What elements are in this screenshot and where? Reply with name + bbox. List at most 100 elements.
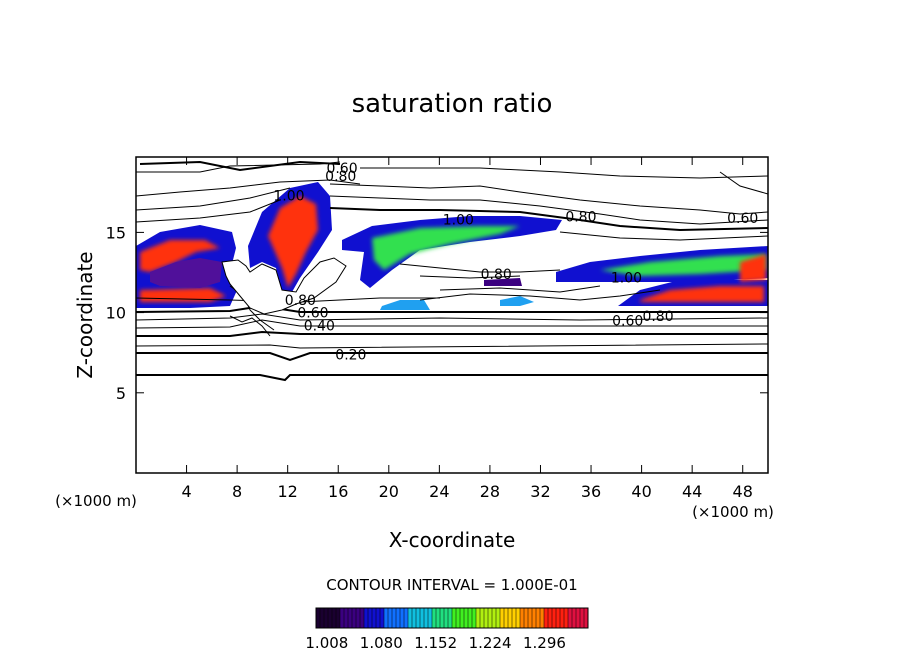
x-tick-label: 20	[379, 482, 399, 501]
colorbar-swatch	[576, 608, 581, 628]
x-tick-label: 32	[530, 482, 550, 501]
colorbar-swatch	[360, 608, 365, 628]
colorbar-swatch	[376, 608, 381, 628]
colorbar-swatch	[484, 608, 489, 628]
fill-region-left-core	[140, 240, 220, 272]
contour-label: 0.60	[297, 306, 328, 322]
contour-line	[419, 275, 521, 279]
fill-region-mid-core	[372, 226, 520, 270]
colorbar-swatch	[344, 608, 349, 628]
x-tick-label: 36	[581, 482, 601, 501]
colorbar-tick-label: 1.224	[469, 634, 512, 652]
colorbar-swatch	[452, 608, 457, 628]
colorbar-swatch	[468, 608, 473, 628]
contour-line	[136, 374, 768, 382]
colorbar-tick-label: 1.008	[305, 634, 348, 652]
colorbar-swatch	[584, 608, 589, 628]
contour-line	[399, 263, 561, 273]
colorbar-swatch	[572, 608, 577, 628]
contour-line	[136, 343, 768, 349]
supersaturation-fill	[136, 182, 768, 310]
contour-line	[136, 199, 281, 223]
contour-label: 0.40	[304, 318, 335, 334]
y-ticks: 5 10 15	[106, 223, 768, 403]
colorbar-swatch	[472, 608, 477, 628]
contour-label: 0.60	[612, 314, 643, 330]
contour-label: 0.60	[727, 211, 758, 227]
contour-interval-text: CONTOUR INTERVAL = 1.000E-01	[326, 576, 577, 594]
contour-label: 1.00	[443, 213, 474, 229]
contour-line	[136, 319, 768, 329]
colorbar-swatch	[396, 608, 401, 628]
colorbar-swatch	[504, 608, 509, 628]
x-ticks: 4 8 12 16 20 24 28 32 36 40 44 48	[181, 157, 753, 501]
colorbar-swatch	[448, 608, 453, 628]
contour-label: 0.60	[326, 161, 357, 177]
colorbar-tick-label: 1.080	[360, 634, 403, 652]
x-tick-label: 44	[682, 482, 702, 501]
colorbar-swatch	[412, 608, 417, 628]
colorbar-swatch	[392, 608, 397, 628]
colorbar-swatch	[336, 608, 341, 628]
colorbar-swatch	[328, 608, 333, 628]
contour-line	[559, 231, 768, 241]
colorbar-swatch	[420, 608, 425, 628]
colorbar-frame	[315, 607, 589, 629]
colorbar-swatch	[480, 608, 485, 628]
x-tick-label: 28	[480, 482, 500, 501]
contour-line	[136, 330, 768, 337]
fill-region-left-purple	[150, 258, 222, 288]
colorbar-swatch	[384, 608, 389, 628]
x-tick-label: 8	[232, 482, 242, 501]
colorbar-swatch	[324, 608, 329, 628]
colorbar-swatch	[464, 608, 469, 628]
contour-label: 1.00	[611, 270, 642, 286]
colorbar-tick-label: 1.152	[414, 634, 457, 652]
colorbar-swatch	[424, 608, 429, 628]
contour-label: 0.20	[335, 347, 366, 363]
colorbar-swatch	[552, 608, 557, 628]
chart-title: saturation ratio	[352, 89, 553, 119]
colorbar-swatch	[316, 608, 321, 628]
contour-line	[439, 285, 601, 293]
contour-line	[229, 315, 271, 337]
colorbar-swatch	[408, 608, 413, 628]
colorbar-swatch	[524, 608, 529, 628]
x-tick-label: 16	[328, 482, 348, 501]
x-tick-label: 24	[429, 482, 449, 501]
colorbar-swatch	[548, 608, 553, 628]
colorbar-swatch	[568, 608, 573, 628]
fill-region-right-lower-core	[640, 286, 764, 302]
colorbar-swatch	[516, 608, 521, 628]
contour-line	[139, 160, 341, 172]
contour-label: 1.00	[273, 188, 304, 204]
colorbar-swatch	[492, 608, 497, 628]
contour-label: 0.80	[285, 293, 316, 309]
colorbar	[315, 607, 589, 629]
colorbar-ticks: 1.008 1.080 1.152 1.224 1.296	[305, 634, 566, 652]
contour-label: 0.80	[565, 209, 596, 225]
colorbar-swatch	[440, 608, 445, 628]
contour-line	[419, 289, 661, 301]
x-unit-label: (×1000 m)	[692, 503, 774, 521]
colorbar-swatch	[428, 608, 433, 628]
colorbar-swatch	[456, 608, 461, 628]
colorbar-swatch	[320, 608, 325, 628]
contour-line	[329, 183, 768, 215]
fill-region-mid-small	[380, 300, 430, 310]
z-unit-label: (×1000 m)	[55, 492, 137, 510]
colorbar-swatch	[372, 608, 377, 628]
x-axis-label: X-coordinate	[389, 528, 516, 552]
colorbar-swatch	[364, 608, 369, 628]
colorbar-swatch	[500, 608, 505, 628]
colorbar-swatch	[540, 608, 545, 628]
colorbar-swatch	[436, 608, 441, 628]
colorbar-swatch	[332, 608, 337, 628]
colorbar-swatch	[580, 608, 585, 628]
contour-line	[136, 313, 768, 321]
contour-lines	[136, 160, 768, 382]
colorbar-swatch	[352, 608, 357, 628]
colorbar-swatch	[488, 608, 493, 628]
colorbar-swatch	[560, 608, 565, 628]
